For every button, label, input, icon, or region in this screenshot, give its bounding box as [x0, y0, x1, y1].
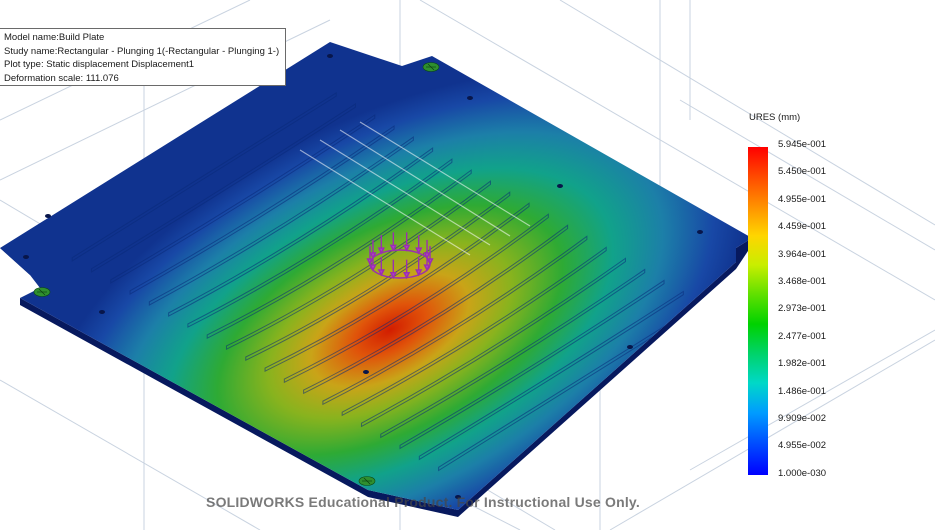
study-info-box: Model name:Build Plate Study name:Rectan… — [0, 28, 286, 86]
legend-tick: 9.909e-002 — [778, 413, 827, 424]
load-arrow-head — [377, 269, 385, 277]
plate-slot — [399, 279, 665, 450]
deformation-scale: Deformation scale: 111.076 — [4, 72, 119, 84]
legend-tick: 5.945e-001 — [778, 139, 827, 150]
legend-title: URES (mm) — [749, 112, 801, 123]
load-ring — [369, 249, 431, 279]
legend-color-bar — [748, 147, 768, 475]
plate-slot — [245, 191, 511, 362]
load-arrow-head — [403, 244, 411, 252]
legend-tick: 4.955e-002 — [778, 440, 827, 452]
plate-surface — [0, 42, 752, 510]
mounting-holes — [23, 54, 703, 499]
plate-slot — [71, 92, 337, 262]
load-arrow-head — [423, 252, 431, 260]
plate-slot — [110, 114, 376, 284]
plate-slot — [418, 290, 684, 461]
plate-slot — [168, 147, 434, 317]
load-arrow-head — [403, 271, 411, 280]
load-arrow-head — [415, 247, 423, 255]
build-plate — [0, 42, 752, 517]
plate-slot — [187, 158, 453, 328]
plate-slot — [322, 235, 588, 406]
plate-slot — [90, 103, 356, 273]
plate-slot — [264, 202, 530, 373]
legend-tick: 4.459e-001 — [778, 221, 827, 233]
slot-highlight — [359, 121, 531, 227]
load-arrow-head — [389, 244, 397, 252]
slot-highlight — [319, 139, 491, 246]
legend-tick: 2.973e-001 — [778, 303, 827, 315]
slot-highlight — [299, 149, 471, 256]
legend-tick: 1.982e-001 — [778, 358, 827, 370]
fixture-icons — [33, 62, 440, 486]
slot-highlight — [339, 129, 511, 237]
plate-slot — [341, 246, 607, 417]
plate-slot — [303, 224, 569, 395]
load-arrow-head — [389, 271, 397, 280]
legend-tick: 3.468e-001 — [778, 276, 827, 287]
load-arrow-head — [369, 252, 377, 260]
load-arrow-head — [377, 247, 385, 255]
plate-slot — [206, 169, 472, 339]
plate-slot — [283, 213, 549, 384]
study-name: Study name:Rectangular - Plunging 1(-Rec… — [4, 45, 280, 57]
model-name: Model name:Build Plate — [4, 32, 105, 43]
load-arrow-head — [415, 269, 423, 277]
plate-slots — [71, 92, 704, 472]
plot-type: Plot type: Static displacement Displacem… — [4, 59, 195, 71]
educational-watermark: SOLIDWORKS Educational Product. For Inst… — [206, 494, 640, 510]
legend-tick: 5.450e-001 — [778, 166, 827, 178]
legend-tick: 1.486e-001 — [778, 385, 827, 397]
legend-tick: 1.000e-030 — [778, 467, 827, 479]
legend-tick: 2.477e-001 — [778, 330, 827, 342]
plate-slot — [360, 257, 626, 428]
legend-tick: 3.964e-001 — [778, 248, 827, 260]
fixed-support-icon — [422, 62, 440, 72]
fixed-support-icon — [358, 476, 376, 486]
legend-tick: 4.955e-001 — [778, 193, 827, 205]
plate-slot — [380, 268, 646, 439]
applied-load-icon — [366, 232, 434, 280]
fixed-support-icon — [33, 287, 51, 297]
plate-slot — [129, 125, 395, 295]
plate-slot — [148, 136, 414, 306]
plate-slot — [225, 180, 491, 350]
